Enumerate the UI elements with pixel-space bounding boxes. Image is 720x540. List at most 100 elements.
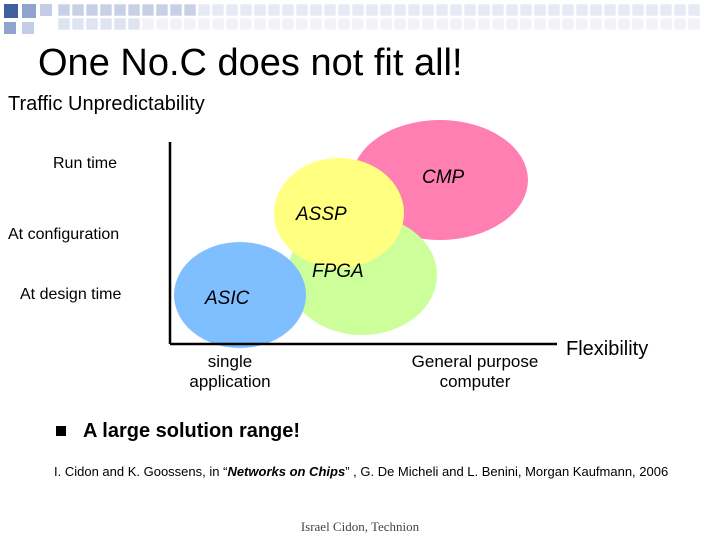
assp-region	[274, 158, 404, 268]
decoration-square	[477, 17, 491, 31]
decoration-square	[337, 3, 351, 17]
y-label-run-time: Run time	[53, 155, 118, 172]
decoration-square	[491, 17, 505, 31]
decoration-square	[113, 17, 127, 31]
decoration-square	[40, 4, 52, 16]
decoration-square	[631, 17, 645, 31]
decoration-square	[71, 3, 85, 17]
decoration-square	[295, 17, 309, 31]
decoration-square	[505, 3, 519, 17]
decoration-square	[659, 17, 673, 31]
decoration-square	[183, 17, 197, 31]
decoration-square	[407, 3, 421, 17]
decoration-square	[421, 17, 435, 31]
decoration-square	[435, 3, 449, 17]
decoration-square	[4, 22, 16, 34]
decoration-square	[323, 17, 337, 31]
x-axis-title-flexibility: Flexibility	[566, 338, 649, 360]
decoration-square	[379, 17, 393, 31]
decoration-square	[561, 3, 575, 17]
decoration-square	[673, 17, 687, 31]
decoration-square	[141, 17, 155, 31]
decoration-square	[4, 4, 18, 18]
decoration-square	[645, 17, 659, 31]
decoration-square	[589, 3, 603, 17]
decoration-square	[463, 17, 477, 31]
decoration-square	[309, 17, 323, 31]
slide-title: One No.C does not fit all!	[38, 42, 463, 84]
decoration-square	[533, 17, 547, 31]
decoration-square	[449, 3, 463, 17]
decoration-square	[505, 17, 519, 31]
decoration-square	[22, 22, 34, 34]
decoration-square	[127, 3, 141, 17]
decoration-square	[183, 3, 197, 17]
decoration-square	[225, 17, 239, 31]
decoration-square	[225, 3, 239, 17]
decoration-square	[267, 3, 281, 17]
asic-region	[174, 242, 306, 348]
decoration-square	[547, 3, 561, 17]
decoration-square	[85, 3, 99, 17]
decoration-square	[99, 3, 113, 17]
decoration-square	[561, 17, 575, 31]
decoration-square	[603, 17, 617, 31]
decoration-square	[393, 17, 407, 31]
bullet-text: A large solution range!	[83, 420, 301, 442]
decoration-square	[575, 17, 589, 31]
decoration-square	[519, 17, 533, 31]
decoration-square	[337, 17, 351, 31]
decoration-square	[421, 3, 435, 17]
decoration-square	[169, 17, 183, 31]
decoration-square	[22, 4, 36, 18]
decoration-square	[617, 17, 631, 31]
decoration-square	[197, 3, 211, 17]
y-label-at-configuration: At configuration	[8, 226, 120, 243]
decoration-square	[239, 17, 253, 31]
decoration-square	[295, 3, 309, 17]
decoration-square	[589, 17, 603, 31]
decoration-square	[211, 17, 225, 31]
decoration-square	[435, 17, 449, 31]
decoration-square	[533, 3, 547, 17]
decoration-square	[99, 17, 113, 31]
decoration-square	[281, 17, 295, 31]
bullet-square-icon	[56, 426, 66, 436]
y-label-at-design-time: At design time	[20, 286, 122, 303]
decoration-square	[393, 3, 407, 17]
decoration-square	[673, 3, 687, 17]
decoration-square	[141, 3, 155, 17]
decoration-square	[71, 17, 85, 31]
decoration-square	[323, 3, 337, 17]
decoration-square	[547, 17, 561, 31]
decoration-square	[113, 3, 127, 17]
decoration-square	[645, 3, 659, 17]
slide-subtitle: Traffic Unpredictability	[8, 93, 205, 115]
decoration-square	[407, 17, 421, 31]
decoration-square	[281, 3, 295, 17]
x-label-general-purpose-computer: General purpose computer	[411, 352, 539, 391]
decoration-square	[631, 3, 645, 17]
decoration-square	[85, 17, 99, 31]
decoration-square	[197, 17, 211, 31]
decoration-square	[267, 17, 281, 31]
decoration-square	[687, 17, 701, 31]
decoration-square	[155, 17, 169, 31]
decoration-square	[659, 3, 673, 17]
citation: I. Cidon and K. Goossens, in “Networks o…	[54, 464, 668, 479]
decoration-square	[491, 3, 505, 17]
decoration-square	[687, 3, 701, 17]
decoration-square	[253, 3, 267, 17]
decoration-square	[463, 3, 477, 17]
decoration-square	[309, 3, 323, 17]
decoration-square	[519, 3, 533, 17]
decoration-square	[211, 3, 225, 17]
citation-prefix: I. Cidon and K. Goossens, in “	[54, 464, 228, 479]
decoration-square	[449, 17, 463, 31]
decoration-square	[477, 3, 491, 17]
decoration-square	[239, 3, 253, 17]
header-decoration	[4, 3, 701, 34]
fpga-label: FPGA	[312, 261, 364, 282]
decoration-square	[617, 3, 631, 17]
footer: Israel Cidon, Technion	[300, 519, 420, 534]
